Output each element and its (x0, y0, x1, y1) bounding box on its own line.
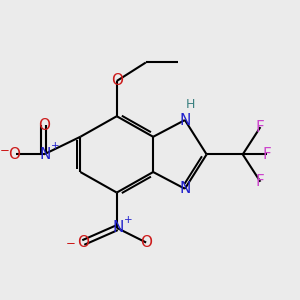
Text: O: O (77, 235, 89, 250)
Text: O: O (8, 147, 20, 162)
Text: +: + (51, 141, 60, 151)
Text: N: N (179, 112, 190, 128)
Text: F: F (256, 120, 265, 135)
Text: F: F (263, 147, 272, 162)
Text: O: O (111, 74, 123, 88)
Text: −: − (0, 144, 10, 158)
Text: N: N (179, 181, 190, 196)
Text: O: O (38, 118, 50, 133)
Text: N: N (112, 220, 124, 235)
Text: −: − (66, 237, 76, 250)
Text: H: H (185, 98, 195, 111)
Text: N: N (40, 147, 51, 162)
Text: F: F (256, 174, 265, 189)
Text: O: O (140, 235, 152, 250)
Text: +: + (124, 214, 133, 225)
